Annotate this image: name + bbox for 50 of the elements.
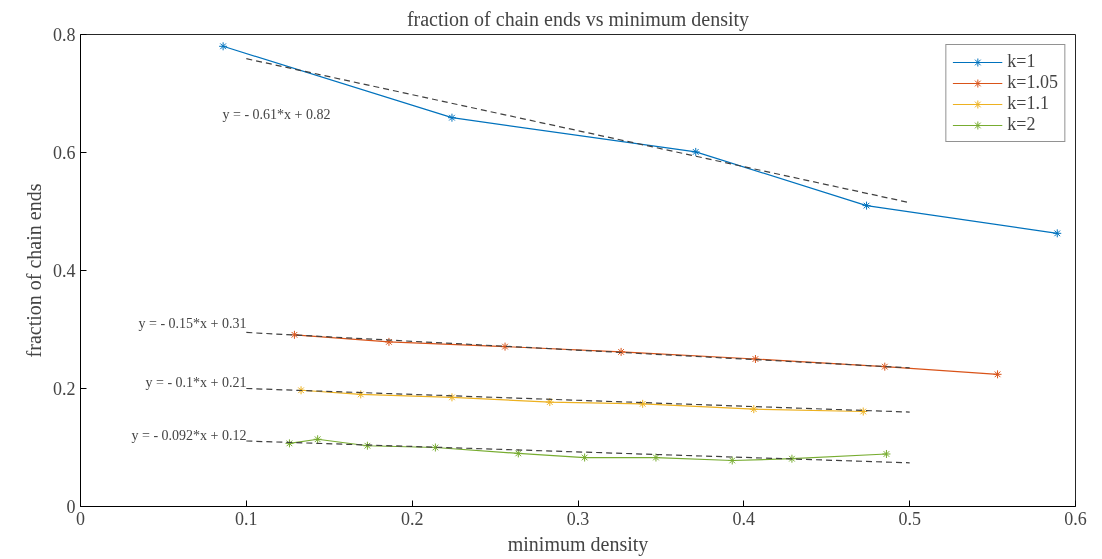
point: [384, 337, 394, 347]
point: [580, 453, 590, 463]
point: [296, 385, 306, 395]
chart-title: fraction of chain ends vs minimum density: [406, 7, 750, 31]
x-tick-label: 0.3: [566, 508, 590, 529]
x-tick-label: 0.6: [1064, 508, 1087, 529]
x-axis-title: minimum density: [507, 532, 649, 556]
point: [749, 404, 759, 414]
x-tick-label: 0.4: [732, 508, 756, 529]
point: [858, 407, 868, 417]
y-tick-label: 0.2: [53, 379, 76, 399]
point: [750, 354, 760, 364]
point: [430, 443, 440, 452]
x-tick-label: 0.5: [898, 508, 921, 529]
y-tick-label: 0.4: [53, 261, 76, 281]
point: [362, 441, 372, 451]
point: [651, 453, 661, 463]
point: [881, 449, 891, 459]
legend-label: k=1.1: [1007, 93, 1049, 114]
point: [284, 438, 294, 448]
point: [313, 434, 323, 444]
legend-label: k=1.05: [1007, 72, 1058, 93]
point: [993, 369, 1003, 379]
legend-label: k=2: [1007, 114, 1036, 135]
point: [513, 448, 523, 458]
point: [447, 392, 457, 402]
y-tick-label: 0.6: [53, 143, 76, 163]
y-axis-title: fraction of chain ends: [23, 183, 45, 358]
point: [545, 397, 555, 407]
point: [356, 389, 366, 399]
point: [289, 330, 299, 340]
point: [727, 455, 737, 465]
point: [1052, 228, 1062, 238]
point: [447, 113, 457, 123]
annotation: y = - 0.15*x + 0.31: [138, 316, 247, 331]
point: [218, 41, 228, 51]
point: [862, 201, 872, 211]
y-tick-label: 0.8: [53, 25, 76, 45]
point: [500, 342, 510, 352]
point: [691, 147, 701, 157]
x-tick-label: 0.2: [400, 508, 424, 529]
annotation: y = - 0.61*x + 0.82: [222, 107, 331, 122]
annotation: y = - 0.1*x + 0.21: [145, 375, 247, 390]
point: [616, 347, 626, 357]
legend-label: k=1: [1007, 51, 1036, 72]
point: [880, 362, 890, 372]
x-tick-label: 0.1: [235, 508, 258, 529]
point: [638, 399, 648, 409]
annotation: y = - 0.092*x + 0.12: [131, 428, 247, 443]
point: [787, 454, 797, 464]
